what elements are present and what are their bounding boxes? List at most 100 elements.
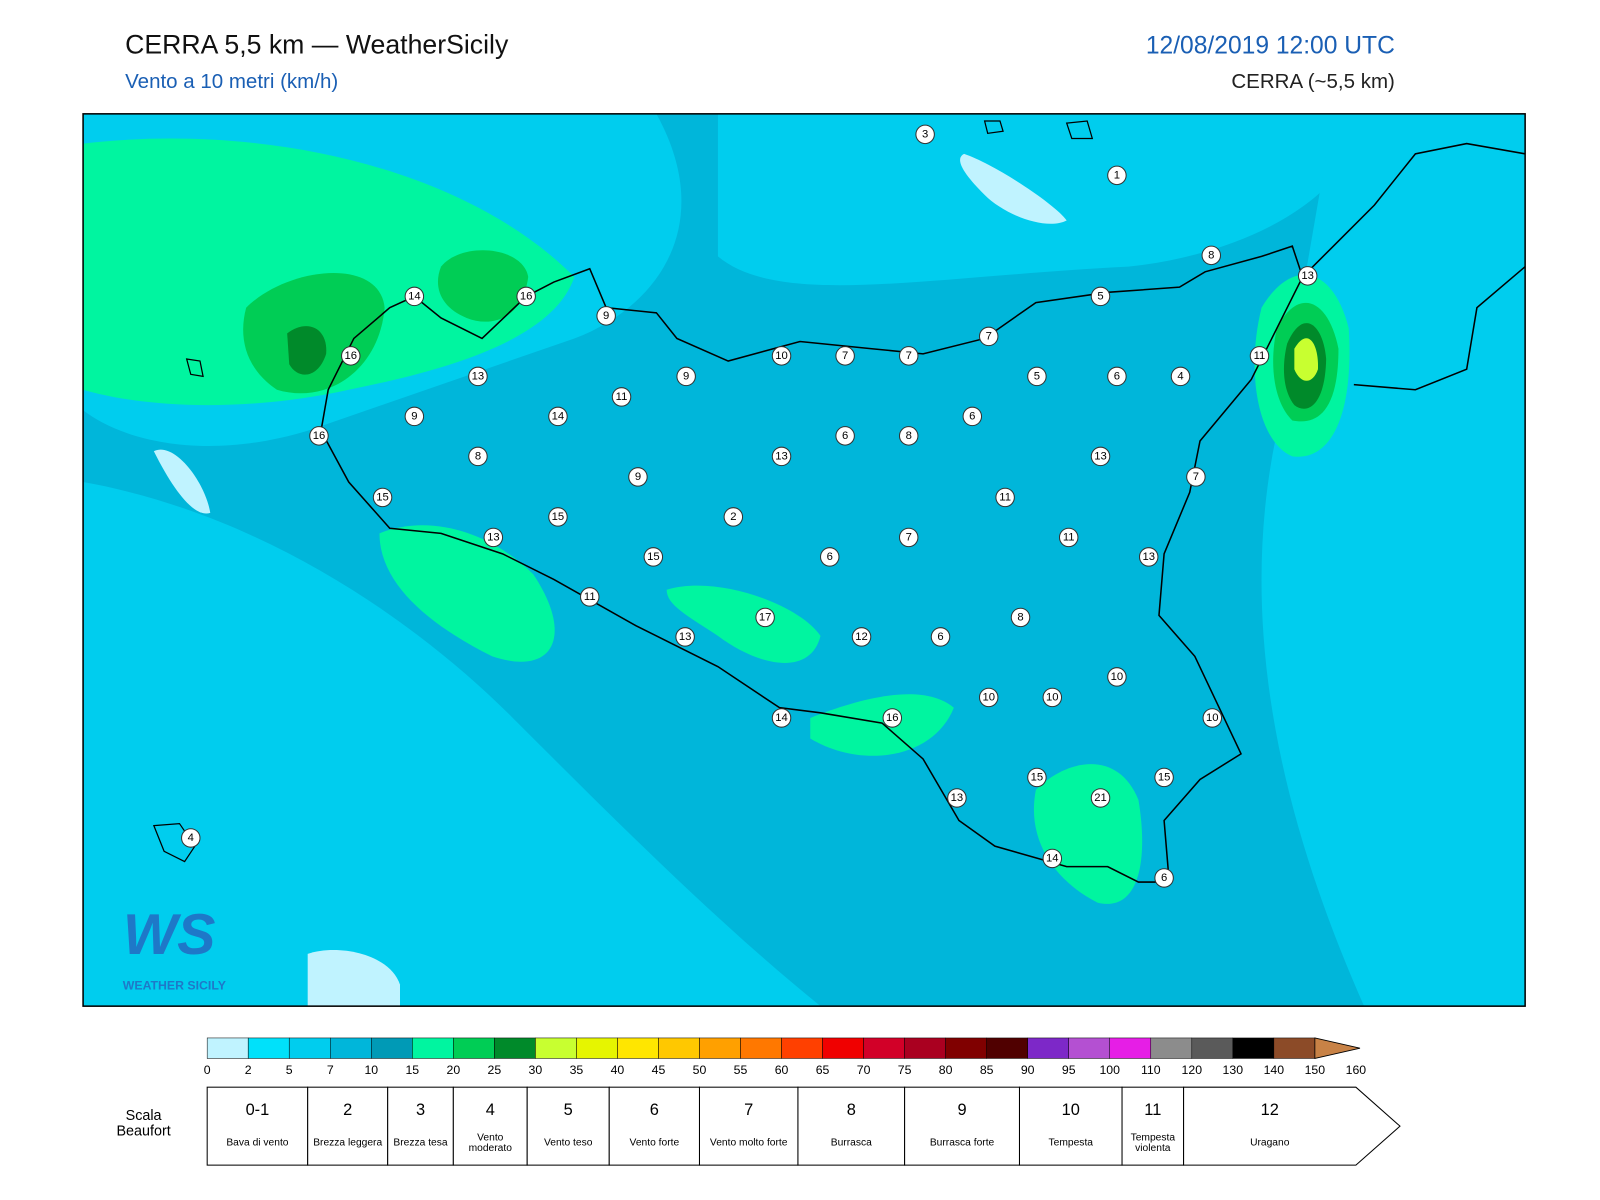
beaufort-name: Vento moderato [468,1132,512,1154]
station-value: 14 [775,712,788,724]
station-value: 6 [1114,370,1120,382]
station-value: 4 [188,832,194,844]
beaufort-name: Bava di vento [226,1137,289,1149]
beaufort-name: Vento molto forte [710,1138,788,1148]
station-value: 13 [472,370,485,382]
station-value: 13 [679,631,692,643]
station-marker [1297,266,1318,286]
beaufort-name: Bava di vento [226,1137,289,1149]
station-marker [1042,687,1063,708]
beaufort-name: Burrasca [831,1138,872,1148]
station-marker [483,527,504,548]
station-marker [755,607,775,628]
beaufort-force: 9 [957,1101,966,1119]
station-value: 14 [408,290,421,302]
beaufort-cell [608,1086,700,1166]
station-marker [1027,366,1047,387]
colorbar-cell [781,1037,823,1059]
colorbar-cell [1068,1037,1110,1059]
colorbar-tick: 120 [1182,1063,1203,1077]
station-value: 6 [842,430,848,442]
station-value: 10 [1111,671,1124,683]
station-marker [1154,767,1174,788]
station-value: 11 [1254,350,1266,362]
station-value: 21 [1094,792,1107,804]
station-marker [1107,165,1127,186]
beaufort-cell [452,1086,528,1166]
beaufort-name: Burrasca forte [929,1137,995,1149]
station-marker [898,527,919,548]
colorbar-cell [1232,1037,1275,1059]
station-marker [1186,467,1206,487]
colorbar-tick: 7 [327,1063,334,1077]
station-value: 5 [1097,290,1103,302]
station-marker [1154,868,1174,888]
beaufort-force: 10 [1062,1101,1080,1119]
beaufort-name: Tempesta [1049,1138,1093,1148]
station-value: 13 [775,450,788,462]
beaufort-force: 4 [486,1101,495,1119]
station-value: 16 [520,290,533,302]
colorbar-cell [1027,1037,1069,1059]
station-marker [628,467,648,487]
beaufort-cell [1121,1086,1185,1166]
beaufort-name: Vento forte [629,1137,680,1149]
station-value: 14 [552,410,565,422]
station-marker [675,627,695,647]
station-value: 16 [313,430,326,442]
beaufort-name: Vento moderato [468,1132,512,1154]
map: 3 1 8 13 14 16 9 5 7 10 7 7 11 16 13 9 5 6 4 11 9 14 6 6 8 16 8 13 1… [83,113,1526,1007]
colorbar-cell [1109,1037,1152,1059]
beaufort-name: Burrasca forte [929,1137,995,1149]
station-value: 13 [1301,270,1314,282]
beaufort-name: Uragano [1250,1138,1289,1148]
station-value: 13 [1142,551,1155,563]
station-value: 4 [1177,370,1183,382]
station-marker [1249,346,1270,366]
station-value: 7 [842,350,848,362]
station-value: 11 [999,491,1011,503]
beaufort-cell [206,1086,309,1166]
station-marker [1170,366,1191,387]
colorbar-cell [576,1037,618,1059]
colorbar-tick: 40 [611,1063,625,1077]
colorbar-tick: 65 [816,1063,830,1077]
station-marker [995,487,1015,508]
station-value: 9 [603,310,609,322]
colorbar-cell [412,1037,454,1059]
station-value: 13 [487,531,500,543]
station-marker [372,487,393,508]
colorbar-tick: 70 [857,1063,871,1077]
station-marker [1201,245,1222,266]
colorbar-tick: 50 [693,1063,707,1077]
station-marker [835,426,855,446]
station-marker [548,507,568,527]
station-marker [181,828,201,848]
colorbar-cell [453,1037,495,1059]
beaufort-name: Brezza tesa [393,1137,448,1149]
station-value: 10 [982,691,995,703]
station-marker [1027,767,1047,788]
colorbar-tick: 2 [245,1063,252,1077]
beaufort-cell [307,1086,389,1166]
station-marker [1107,667,1127,687]
station-marker [962,406,983,427]
station-value: 8 [475,450,481,462]
colorbar-tick: 130 [1223,1063,1244,1077]
station-value: 6 [969,410,975,422]
station-value: 13 [951,792,964,804]
station-marker [771,446,792,467]
colorbar-cell [986,1037,1028,1059]
station-value: 12 [855,631,868,643]
colorbar-cell [247,1037,290,1059]
colorbar-tick: 150 [1305,1063,1326,1077]
station-marker [611,387,632,407]
station-value: 16 [345,350,358,362]
beaufort-force: 12 [1261,1101,1279,1119]
colorbar-cell [945,1037,987,1059]
colorbar-tick: 75 [898,1063,912,1077]
station-value: 10 [1206,712,1219,724]
colorbar-tick: 60 [775,1063,789,1077]
station-value: 5 [1034,370,1040,382]
station-marker [643,547,664,567]
